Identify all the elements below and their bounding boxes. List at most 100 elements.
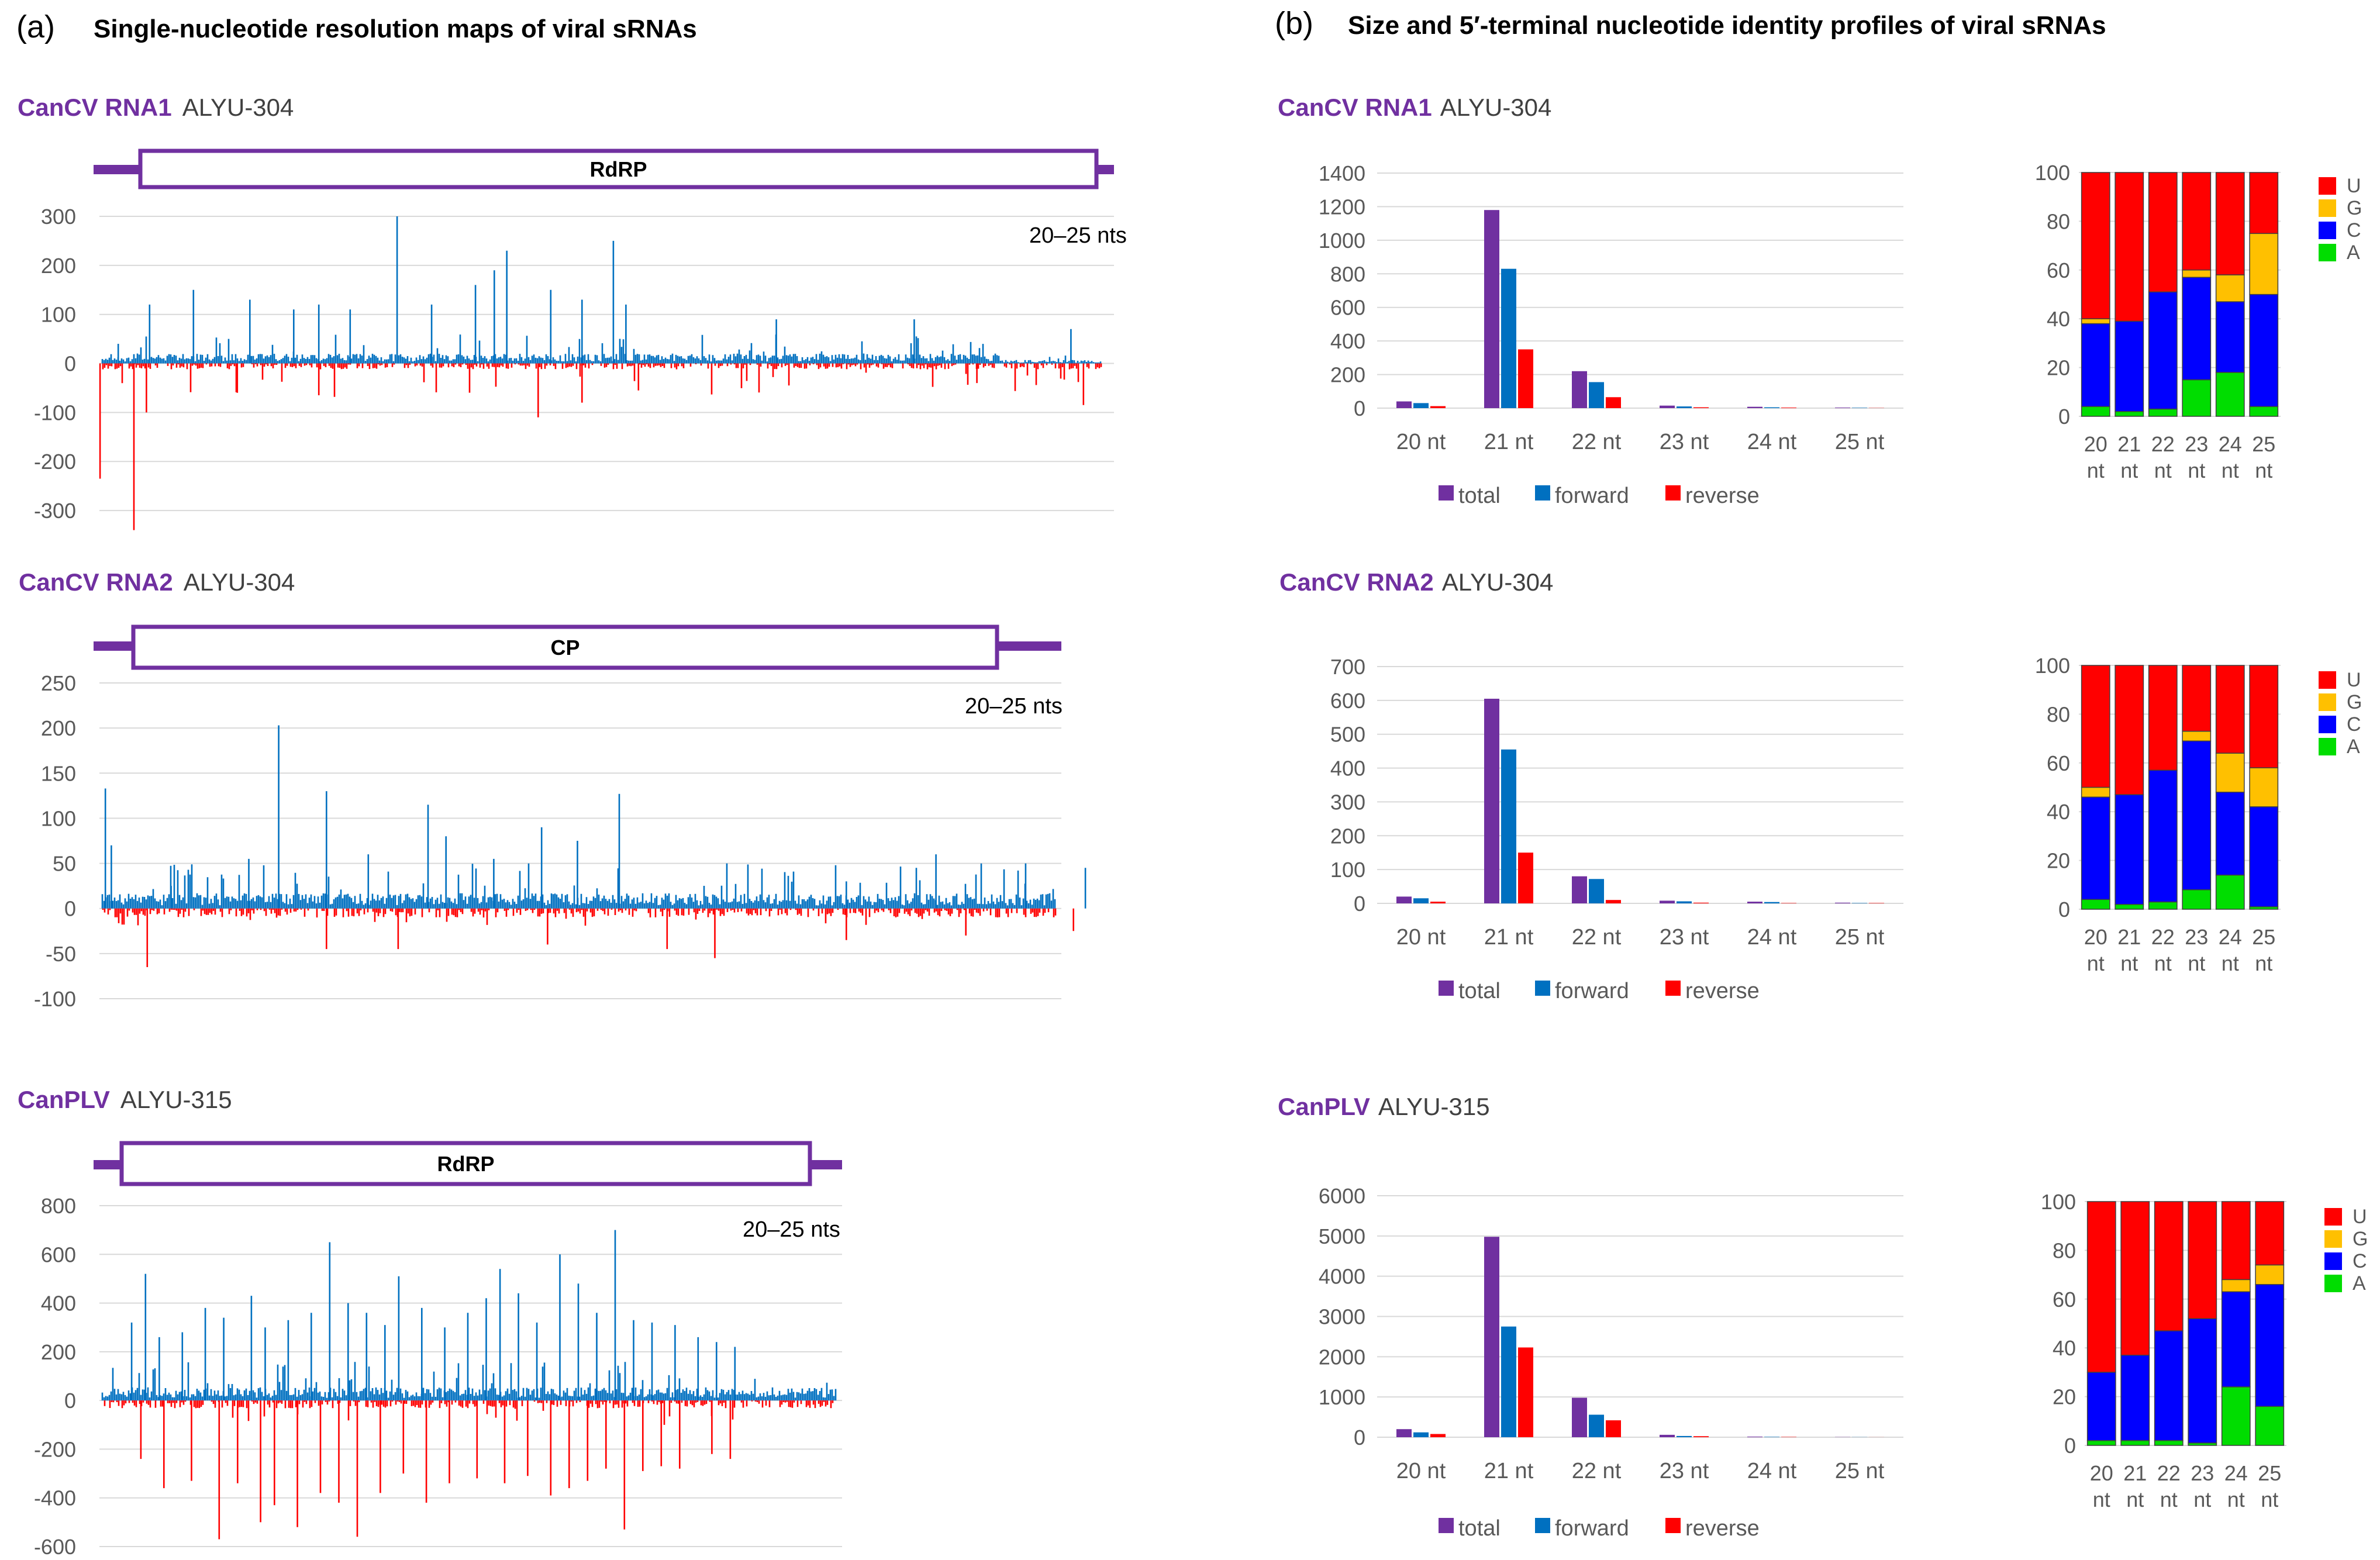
y-tick-label: 0 — [64, 897, 76, 921]
bar-reverse-0 — [1430, 406, 1446, 408]
stack-A-3 — [2182, 379, 2212, 417]
legend-label-total: total — [1458, 979, 1501, 1003]
legend-label-forward: forward — [1555, 484, 1629, 508]
y-tick-label: 80 — [2047, 702, 2070, 726]
x-tick-unit: nt — [2087, 458, 2105, 482]
y-tick-label: 20 — [2047, 356, 2070, 380]
y-tick-label: 0 — [2058, 898, 2070, 921]
coverage-maps: CanCV RNA1 ALYU-304 RdRP 300 200 100 0 -100 -200… — [18, 94, 1127, 1559]
legend-swatch-C — [2324, 1252, 2342, 1270]
bar-forward-4 — [1764, 902, 1779, 903]
stack-C-0 — [2081, 323, 2110, 408]
x-tick-label: 24 — [2219, 925, 2242, 949]
stack-A-4 — [2215, 372, 2245, 417]
y-tick-label: -300 — [34, 499, 76, 523]
legend-swatch-U — [2324, 1208, 2342, 1226]
legend-swatch-total — [1439, 485, 1454, 501]
x-tick-unit: nt — [2126, 1487, 2144, 1511]
x-tick-label: 20 nt — [1396, 925, 1446, 950]
y-tick-label: 200 — [1330, 363, 1365, 387]
stack-U-0 — [2086, 1201, 2116, 1373]
x-tick-unit: nt — [2255, 458, 2272, 482]
bar-reverse-2 — [1606, 397, 1621, 408]
stack-A-1 — [2120, 1440, 2150, 1446]
legend-swatch-A — [2319, 738, 2336, 755]
x-tick-label: 25 nt — [1835, 430, 1885, 454]
y-tick-label: -200 — [34, 1437, 76, 1461]
x-tick-label: 24 nt — [1747, 1459, 1797, 1483]
x-tick-unit: nt — [2120, 951, 2138, 975]
x-tick-unit: nt — [2120, 458, 2138, 482]
stack-A-2 — [2148, 901, 2178, 910]
stack-A-2 — [2154, 1440, 2184, 1446]
size-profile-charts: CanCV RNA1 ALYU-3041400120010008006004002… — [1278, 94, 1903, 1541]
stack-U-1 — [2115, 665, 2144, 795]
x-tick-unit: nt — [2222, 951, 2239, 975]
y-tick-label: 0 — [1354, 1426, 1365, 1449]
y-tick-label: 400 — [1330, 757, 1365, 781]
coverage-map-map3: CanPLV ALYU-315 RdRP 800 600 400 200 0 -200 -400 -… — [18, 1086, 842, 1559]
y-tick-label: 20 — [2047, 849, 2070, 873]
stack-U-4 — [2221, 1201, 2251, 1281]
size-chart-size1: CanCV RNA1 ALYU-304 1400 1200 1000 800 600 400 2… — [1278, 94, 1903, 508]
legend-swatch-forward — [1535, 981, 1550, 996]
bar-reverse-0 — [1430, 902, 1446, 903]
legend-label-C: C — [2347, 219, 2361, 241]
bar-forward-1 — [1501, 1326, 1516, 1437]
stack-C-5 — [2249, 806, 2279, 907]
y-tick-label: 800 — [1330, 262, 1365, 286]
size-chart-size2: CanCV RNA2 ALYU-304 700 600 500 400 300 200 100 0… — [1279, 568, 1903, 1003]
orf-label: RdRP — [590, 157, 647, 181]
legend-swatch-G — [2324, 1230, 2342, 1248]
legend-label-C: C — [2353, 1250, 2367, 1272]
bar-total-0 — [1396, 401, 1412, 408]
x-tick-label: 20 — [2090, 1461, 2113, 1485]
x-tick-label: 23 nt — [1660, 925, 1709, 950]
legend-swatch-reverse — [1665, 1518, 1681, 1533]
y-tick-label: -600 — [34, 1535, 76, 1559]
bar-forward-0 — [1413, 403, 1429, 408]
legend-label-total: total — [1458, 1516, 1501, 1541]
stack-U-3 — [2182, 665, 2212, 732]
y-tick-label: 100 — [2035, 161, 2070, 185]
coverage-map-title: CanCV RNA2 ALYU-304 — [19, 568, 295, 596]
bar-reverse-2 — [1606, 1420, 1621, 1437]
legend-label-forward: forward — [1555, 1516, 1629, 1541]
y-tick-label: 700 — [1330, 655, 1365, 679]
panel-b-label: (b) — [1275, 6, 1313, 41]
stack-C-4 — [2215, 301, 2245, 373]
stack-G-4 — [2215, 753, 2245, 793]
x-tick-label: 23 — [2185, 925, 2208, 949]
bar-forward-0 — [1413, 898, 1429, 903]
x-tick-label: 21 nt — [1484, 1459, 1534, 1483]
bar-forward-3 — [1677, 406, 1692, 408]
legend-swatch-U — [2319, 177, 2336, 195]
y-tick-label: 60 — [2053, 1288, 2076, 1311]
x-tick-label: 23 nt — [1660, 1459, 1709, 1483]
bar-total-4 — [1747, 902, 1762, 903]
y-tick-label: 0 — [2064, 1434, 2076, 1458]
stack-A-0 — [2081, 899, 2110, 910]
y-tick-label: 2000 — [1319, 1345, 1365, 1369]
stack-U-1 — [2120, 1201, 2150, 1356]
y-tick-label: 600 — [41, 1243, 76, 1266]
forward-coverage-spikes — [101, 725, 1086, 909]
y-tick-label: 60 — [2047, 751, 2070, 775]
stack-U-4 — [2215, 172, 2245, 275]
legend-label-forward: forward — [1555, 979, 1629, 1003]
legend-label-A: A — [2347, 241, 2360, 264]
bar-forward-0 — [1413, 1432, 1429, 1437]
stack-A-2 — [2148, 408, 2178, 417]
y-tick-label: -50 — [46, 942, 76, 966]
legend-label-C: C — [2347, 713, 2361, 736]
stack-A-1 — [2115, 410, 2144, 417]
y-tick-label: 150 — [41, 761, 76, 785]
virus-name: CanCV RNA2 — [1279, 568, 1434, 596]
y-tick-label: 40 — [2047, 800, 2070, 824]
stack-U-5 — [2255, 1201, 2285, 1266]
x-tick-label: 21 nt — [1484, 430, 1534, 454]
legend-swatch-C — [2319, 222, 2336, 239]
legend-label-U: U — [2347, 669, 2361, 691]
